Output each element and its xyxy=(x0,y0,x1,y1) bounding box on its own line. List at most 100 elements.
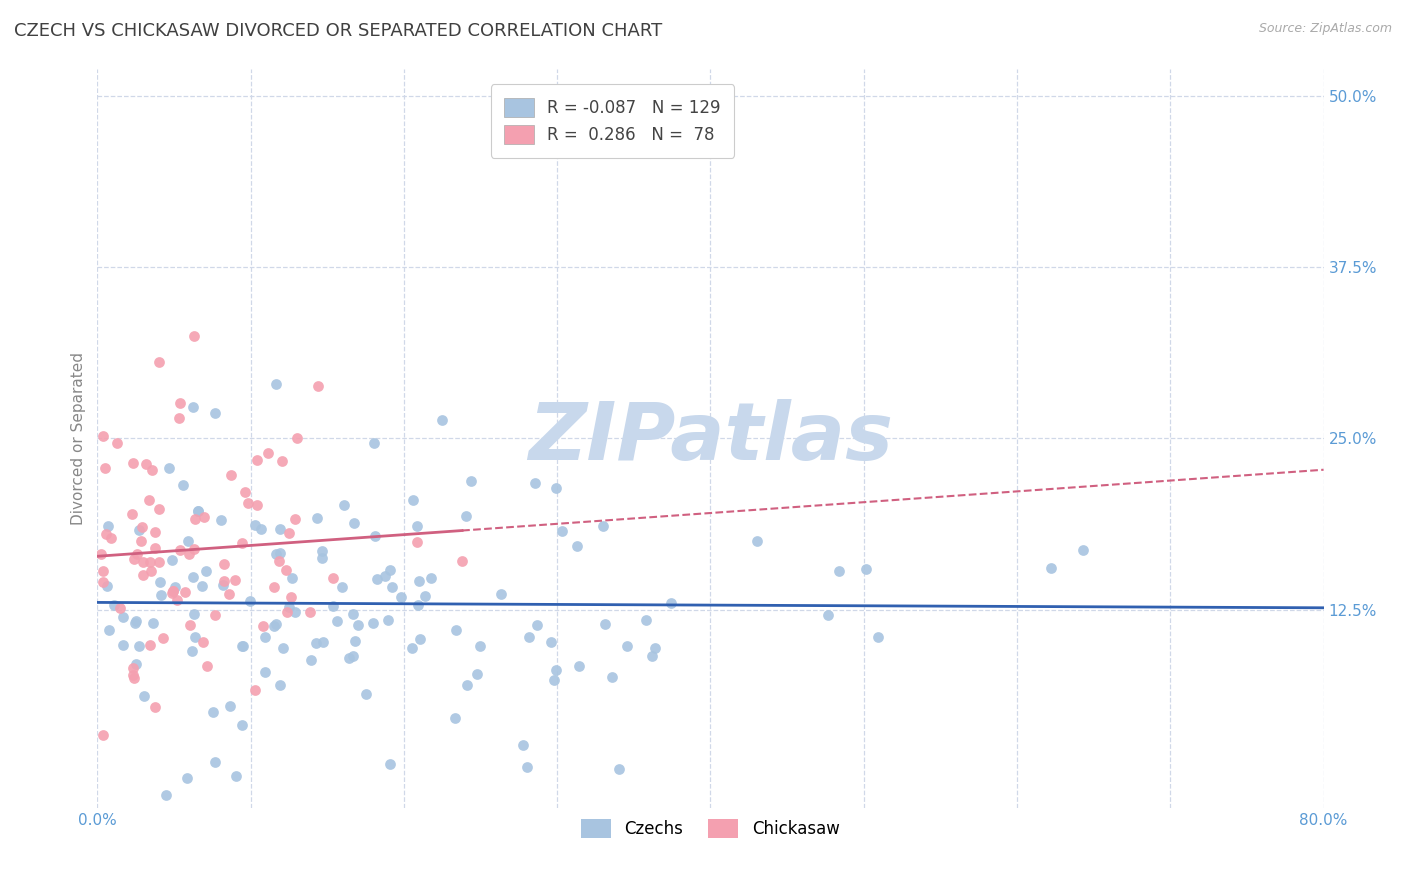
Point xyxy=(354,687,377,701)
Point xyxy=(543,673,565,687)
Point xyxy=(432,413,454,427)
Point xyxy=(659,596,682,610)
Point xyxy=(121,668,143,682)
Point xyxy=(157,460,180,475)
Point xyxy=(91,564,114,578)
Point xyxy=(312,634,335,648)
Point xyxy=(276,563,298,577)
Point xyxy=(517,630,540,644)
Point xyxy=(401,640,423,655)
Point xyxy=(148,502,170,516)
Point xyxy=(402,492,425,507)
Point xyxy=(193,634,215,648)
Point xyxy=(364,529,387,543)
Point xyxy=(267,554,290,568)
Point xyxy=(143,541,166,556)
Point xyxy=(128,524,150,538)
Point xyxy=(221,468,243,483)
Point xyxy=(97,518,120,533)
Point xyxy=(180,644,202,658)
Point xyxy=(179,547,201,561)
Point xyxy=(211,578,233,592)
Point xyxy=(609,762,631,776)
Legend: Czechs, Chickasaw: Czechs, Chickasaw xyxy=(575,812,846,845)
Point xyxy=(451,554,474,568)
Point xyxy=(172,478,194,492)
Point xyxy=(184,630,207,644)
Point xyxy=(460,474,482,488)
Point xyxy=(277,600,299,615)
Point xyxy=(148,355,170,369)
Point xyxy=(366,572,388,586)
Point xyxy=(91,574,114,589)
Point xyxy=(299,653,322,667)
Point xyxy=(183,570,205,584)
Point xyxy=(111,609,134,624)
Point xyxy=(108,601,131,615)
Point xyxy=(641,649,664,664)
Point xyxy=(204,608,226,623)
Point xyxy=(166,593,188,607)
Point xyxy=(284,605,307,619)
Point xyxy=(91,429,114,443)
Point xyxy=(257,446,280,460)
Point xyxy=(225,769,247,783)
Point xyxy=(243,683,266,698)
Point xyxy=(444,623,467,637)
Point xyxy=(374,568,396,582)
Point xyxy=(212,557,235,571)
Point xyxy=(125,615,148,629)
Point xyxy=(98,623,121,637)
Point xyxy=(311,544,333,558)
Point xyxy=(378,563,401,577)
Point xyxy=(389,591,412,605)
Point xyxy=(239,594,262,608)
Point xyxy=(264,547,287,561)
Point xyxy=(127,547,149,561)
Point xyxy=(406,519,429,533)
Point xyxy=(201,705,224,719)
Point xyxy=(405,535,427,549)
Point xyxy=(565,539,588,553)
Point xyxy=(129,534,152,549)
Point xyxy=(271,453,294,467)
Point xyxy=(250,522,273,536)
Text: CZECH VS CHICKASAW DIVORCED OR SEPARATED CORRELATION CHART: CZECH VS CHICKASAW DIVORCED OR SEPARATED… xyxy=(14,22,662,40)
Point xyxy=(143,699,166,714)
Point xyxy=(233,484,256,499)
Point xyxy=(285,431,308,445)
Point xyxy=(224,573,246,587)
Point xyxy=(592,519,614,533)
Point xyxy=(381,580,404,594)
Point xyxy=(169,396,191,410)
Point xyxy=(408,574,430,589)
Point xyxy=(252,619,274,633)
Point xyxy=(209,513,232,527)
Point xyxy=(544,481,567,495)
Point xyxy=(141,463,163,477)
Point xyxy=(204,406,226,420)
Point xyxy=(636,613,658,627)
Point xyxy=(269,546,291,560)
Point xyxy=(307,379,329,393)
Point xyxy=(138,639,160,653)
Point xyxy=(263,581,285,595)
Point xyxy=(277,526,299,541)
Point xyxy=(132,555,155,569)
Point xyxy=(330,580,353,594)
Point xyxy=(333,498,356,512)
Point xyxy=(132,690,155,704)
Point xyxy=(409,632,432,646)
Point xyxy=(342,607,364,622)
Point xyxy=(406,599,429,613)
Point xyxy=(190,579,212,593)
Point xyxy=(243,518,266,533)
Point xyxy=(232,639,254,653)
Point xyxy=(176,771,198,785)
Point xyxy=(322,571,344,585)
Point xyxy=(263,619,285,633)
Point xyxy=(100,532,122,546)
Point xyxy=(212,574,235,588)
Point xyxy=(512,738,534,752)
Point xyxy=(218,587,240,601)
